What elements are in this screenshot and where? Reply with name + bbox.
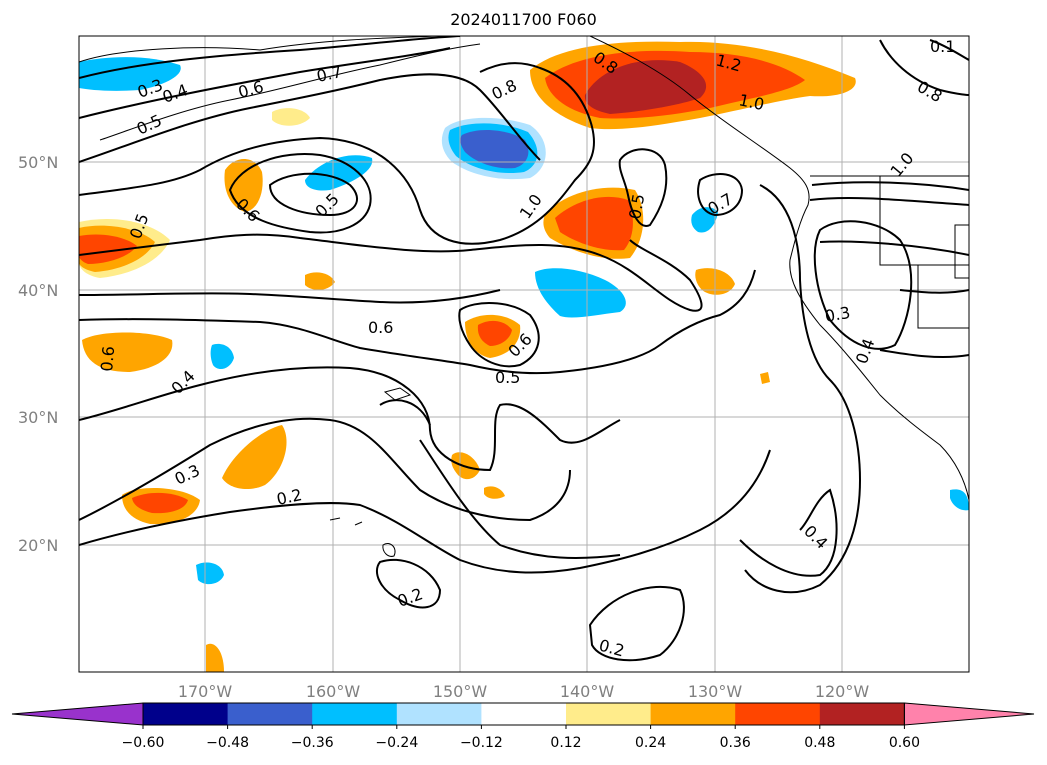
colorbar-tick-label: 0.24 — [635, 735, 666, 751]
colorbar-tick-label: −0.60 — [122, 735, 165, 751]
longitude-labels: 170°W 160°W 150°W 140°W 130°W 120°W — [178, 682, 870, 701]
colorbar: −0.60 −0.48 −0.36 −0.24 −0.12 0.12 0.24 0.36 0.4… — [11, 702, 1035, 751]
colorbar-extend-high — [903, 702, 1035, 726]
map-plot-area: 0.3 0.4 0.5 0.6 0.7 0.8 1.2 1.0 0.8 0.8 … — [79, 36, 969, 672]
contour-label: 0.2 — [275, 485, 304, 509]
colorbar-swatch — [481, 703, 567, 725]
lon-label-140w: 140°W — [560, 682, 615, 701]
lat-label-20n: 20°N — [18, 536, 58, 555]
colorbar-ticks: −0.60 −0.48 −0.36 −0.24 −0.12 0.12 0.24 0.36 0.4… — [122, 725, 920, 751]
colorbar-tick-label: 0.60 — [889, 735, 920, 751]
contour-label: 1.0 — [737, 90, 766, 114]
colorbar-swatch — [227, 703, 313, 725]
contour-label: 0.5 — [625, 192, 648, 220]
latitude-labels: 50°N 40°N 30°N 20°N — [18, 153, 58, 555]
contour-label: 0.7 — [315, 62, 344, 86]
plot-frame — [78, 35, 970, 673]
colorbar-tick-label: 0.36 — [720, 735, 751, 751]
colorbar-swatch — [396, 703, 482, 725]
contour-labels: 0.3 0.4 0.5 0.6 0.7 0.8 1.2 1.0 0.8 0.8 … — [97, 37, 955, 660]
colorbar-swatch — [143, 703, 229, 725]
lon-label-160w: 160°W — [306, 682, 361, 701]
map-title: 2024011700 F060 — [450, 10, 597, 29]
colorbar-swatches — [11, 702, 1035, 726]
colorbar-tick-label: 0.48 — [804, 735, 835, 751]
contour-label: 0.3 — [823, 303, 851, 326]
colorbar-swatch — [650, 703, 736, 725]
colorbar-swatch — [819, 703, 905, 725]
colorbar-tick-label: 0.12 — [550, 735, 581, 751]
lat-label-40n: 40°N — [18, 281, 58, 300]
contour-label: 0.5 — [495, 368, 520, 387]
colorbar-extend-low — [11, 702, 144, 726]
colorbar-swatch — [735, 703, 821, 725]
coastlines — [79, 36, 969, 557]
lon-label-120w: 120°W — [815, 682, 870, 701]
colorbar-tick-label: −0.24 — [375, 735, 418, 751]
lat-label-30n: 30°N — [18, 408, 58, 427]
colorbar-swatch — [312, 703, 398, 725]
colorbar-swatch — [566, 703, 652, 725]
contour-lines — [79, 36, 969, 662]
lon-label-130w: 130°W — [688, 682, 743, 701]
contour-label: 0.1 — [930, 37, 955, 56]
colorbar-tick-label: −0.12 — [460, 735, 503, 751]
lon-label-150w: 150°W — [433, 682, 488, 701]
colorbar-tick-label: −0.36 — [291, 735, 334, 751]
contour-label: 0.6 — [97, 345, 118, 372]
contour-label: 0.6 — [368, 318, 393, 337]
lon-label-170w: 170°W — [178, 682, 233, 701]
colorbar-tick-label: −0.48 — [206, 735, 249, 751]
lat-label-50n: 50°N — [18, 153, 58, 172]
colorbar-outline — [142, 702, 905, 726]
